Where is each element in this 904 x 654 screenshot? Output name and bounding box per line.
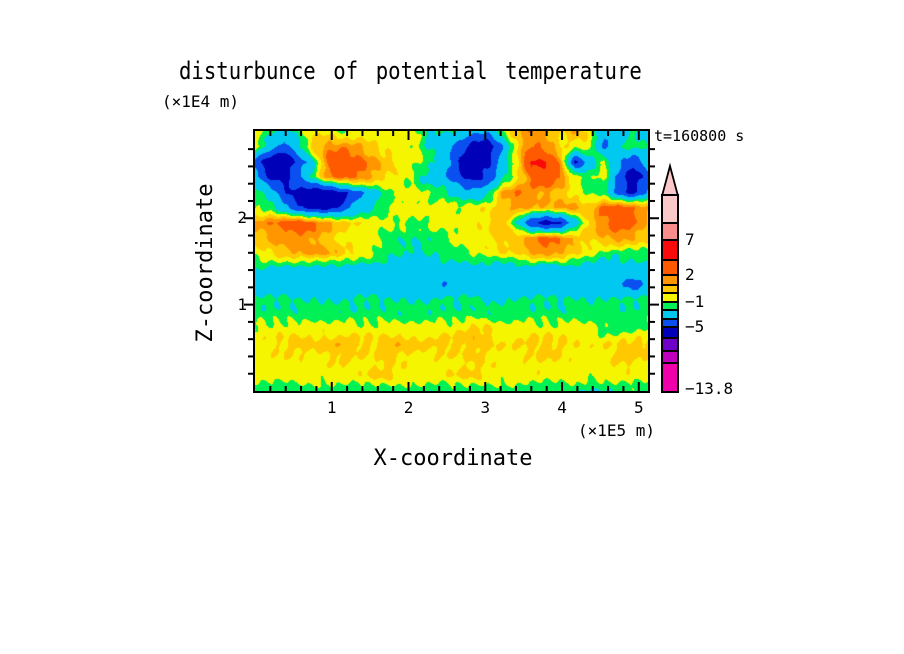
x-axis-title: X-coordinate	[373, 446, 533, 471]
colorbar-label: 2	[685, 265, 695, 284]
colorbar-label: −5	[685, 317, 705, 336]
x-axis-unit-label: (×1E5 m)	[577, 421, 655, 440]
x-tick-label: 1	[326, 398, 337, 417]
x-tick-label: 5	[633, 398, 644, 417]
plot-frame	[253, 129, 650, 393]
colorbar-segment	[661, 337, 679, 352]
colorbar-segment	[661, 309, 679, 320]
colorbar-label: −13.8	[685, 379, 734, 398]
contour-field-canvas	[255, 131, 648, 391]
colorbar-label: −1	[685, 292, 705, 311]
colorbar-label: 7	[685, 230, 695, 249]
timestamp-label: t=160800 s	[654, 127, 745, 145]
y-axis-title: Z-coordinate	[193, 183, 218, 343]
chart-title: disturbunce of potential temperature	[179, 57, 642, 85]
colorbar-segment	[661, 301, 679, 311]
colorbar-segment	[661, 259, 679, 276]
colorbar-segment	[661, 284, 679, 294]
colorbar-segment	[661, 318, 679, 328]
colorbar-segment	[661, 326, 679, 339]
colorbar-segment	[661, 274, 679, 286]
colorbar-segment	[661, 222, 679, 241]
x-tick-label: 3	[480, 398, 491, 417]
x-tick-label: 4	[557, 398, 567, 417]
colorbar-arrow	[660, 162, 680, 197]
y-tick-label: 1	[237, 294, 247, 314]
y-axis-unit-label: (×1E4 m)	[162, 92, 240, 111]
colorbar-segment	[661, 292, 679, 303]
colorbar-segment	[661, 239, 679, 261]
colorbar-segment	[661, 194, 679, 224]
colorbar-segment	[661, 350, 679, 364]
x-tick-label: 2	[403, 398, 414, 417]
colorbar-segment	[661, 362, 679, 393]
y-tick-label: 2	[237, 208, 247, 228]
